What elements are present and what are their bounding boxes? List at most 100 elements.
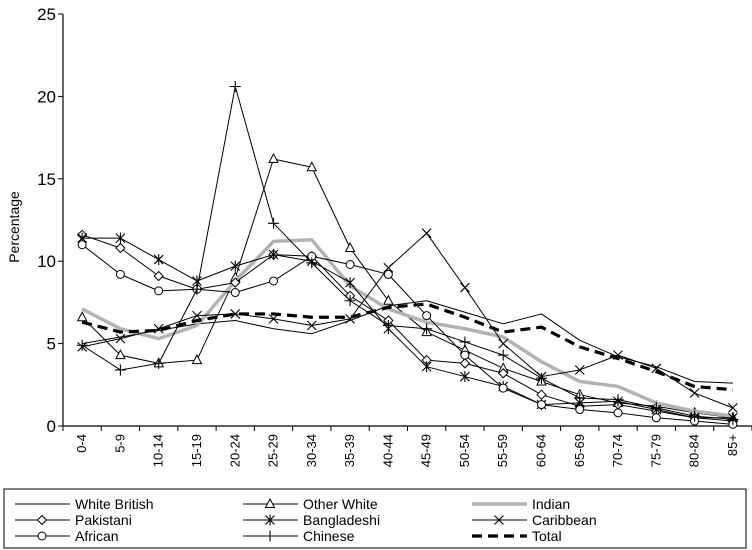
data-point [230, 277, 241, 288]
data-point [345, 277, 355, 289]
series-line-chinese [81, 86, 733, 420]
data-point [230, 260, 241, 272]
data-point [76, 339, 88, 351]
x-tick-label: 0-4 [74, 434, 89, 453]
x-tick-label: 40-44 [380, 434, 395, 467]
data-point [76, 311, 88, 322]
x-tick-label: 60-64 [533, 434, 548, 467]
y-tick-label: 20 [37, 87, 56, 106]
series-line-other-white [81, 158, 733, 419]
data-point [114, 364, 126, 376]
x-tick-label: 25-29 [266, 434, 281, 467]
series-chinese [76, 81, 739, 425]
series-layer [76, 81, 739, 429]
x-tick-label: 35-39 [342, 434, 357, 467]
series-other-white [76, 152, 739, 422]
legend-item-caribbean: Caribbean [472, 512, 597, 528]
legend-label: Bangladeshi [303, 512, 380, 528]
data-point [268, 217, 280, 229]
data-point [345, 259, 355, 269]
data-point [497, 349, 509, 361]
y-tick-label: 25 [37, 5, 56, 24]
data-point [727, 402, 738, 413]
legend-frame [3, 488, 747, 549]
series-line-caribbean [82, 232, 734, 409]
legend-marker [37, 531, 47, 541]
data-point [306, 257, 318, 269]
data-point [191, 283, 203, 295]
legend-item-pakistani: Pakistani [15, 512, 132, 528]
y-tick-label: 15 [37, 170, 56, 189]
data-point [344, 241, 356, 253]
data-point [383, 262, 394, 273]
legend-marker [36, 514, 48, 526]
data-point [497, 368, 509, 379]
legend: White British Other White Indian Pakistani B… [3, 488, 747, 549]
data-point [459, 358, 471, 369]
y-axis-title: Percentage [6, 191, 22, 263]
data-point [421, 323, 433, 335]
data-point [460, 350, 470, 360]
data-point [306, 320, 317, 331]
data-point [460, 282, 470, 293]
data-point [382, 319, 394, 331]
series-caribbean [77, 228, 738, 413]
x-tick-label: 10-14 [151, 434, 166, 467]
x-tick-label: 55-59 [495, 434, 510, 467]
legend-marker [264, 497, 276, 508]
legend-item-total: Total [472, 528, 562, 544]
x-tick-label: 30-34 [304, 434, 319, 467]
data-point [536, 400, 546, 410]
series-indian [81, 238, 734, 418]
legend-item-other-white: Other White [243, 496, 378, 512]
data-point [153, 323, 164, 334]
series-line-african [81, 244, 733, 425]
series-line-white-british [82, 300, 733, 384]
data-point [460, 371, 470, 383]
data-point [306, 161, 318, 172]
data-point [612, 394, 624, 406]
y-tick-label: 10 [37, 252, 56, 271]
x-tick-label: 45-49 [419, 434, 434, 467]
data-point [115, 232, 126, 244]
series-total [81, 302, 733, 392]
data-point [689, 410, 701, 422]
data-point [115, 349, 126, 360]
data-point [154, 286, 164, 296]
legend-label: White British [75, 496, 154, 512]
legend-item-chinese: Chinese [243, 528, 355, 544]
data-point [651, 413, 661, 423]
legend-item-bangladeshi: Bangladeshi [243, 512, 380, 528]
data-point [459, 336, 471, 348]
series-line-pakistani [81, 234, 733, 422]
legend-marker [494, 515, 504, 525]
legend-marker [265, 514, 275, 526]
data-point [153, 270, 164, 282]
data-point [727, 413, 739, 425]
x-tick-label: 15-19 [189, 434, 204, 467]
data-point [575, 405, 585, 415]
data-point [421, 361, 432, 373]
data-point [115, 333, 126, 344]
data-point [268, 313, 279, 324]
data-point [229, 81, 241, 93]
data-point [269, 276, 279, 286]
legend-label: Caribbean [532, 512, 597, 528]
data-point [498, 383, 508, 393]
data-point [689, 388, 700, 398]
series-line-total [81, 302, 733, 392]
legend-label: Chinese [303, 528, 355, 544]
x-tick-label: 50-54 [457, 434, 472, 467]
data-point [498, 338, 509, 349]
legend-item-indian: Indian [472, 496, 570, 512]
data-point [574, 392, 586, 404]
x-tick-label: 75-79 [648, 434, 663, 467]
y-tick-label: 5 [47, 335, 56, 354]
data-point [383, 269, 393, 279]
legend-label: African [75, 528, 119, 544]
data-point [421, 228, 432, 239]
series-african [77, 240, 738, 429]
data-point [230, 288, 240, 298]
data-point [422, 311, 432, 321]
